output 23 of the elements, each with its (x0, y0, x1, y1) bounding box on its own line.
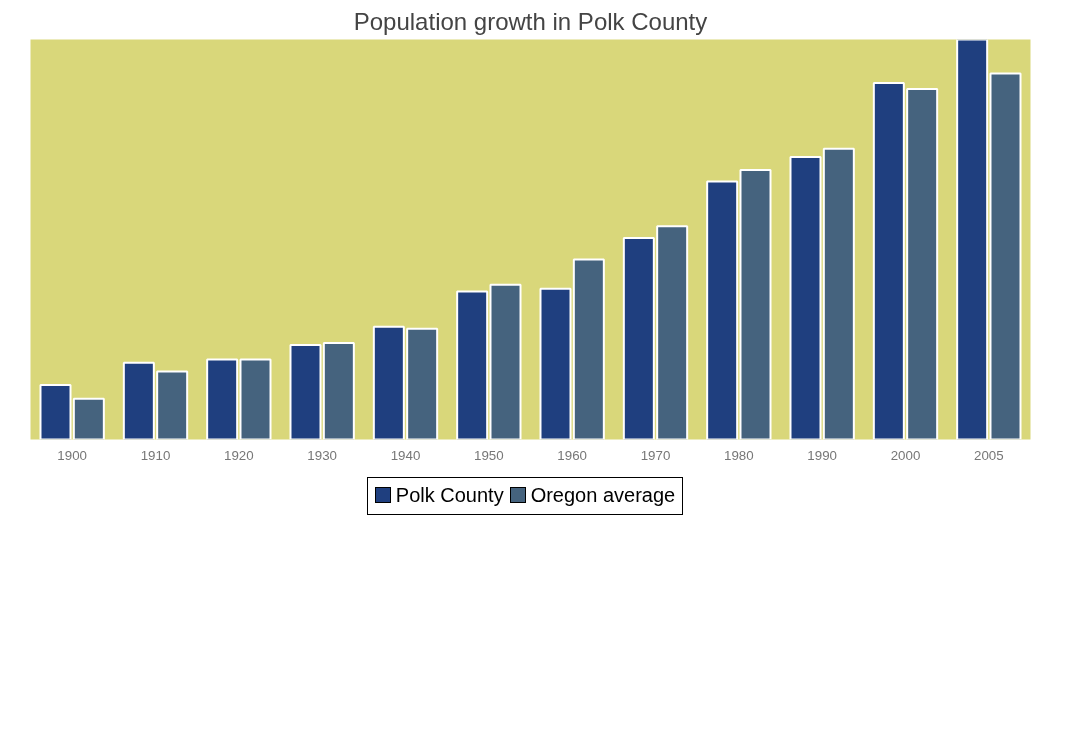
legend-label: Oregon average (530, 483, 676, 508)
x-tick-label: 1950 (474, 447, 504, 463)
legend-label: Polk County (395, 483, 504, 508)
x-tick-label: 1910 (140, 447, 171, 463)
x-tick-label: 1940 (390, 447, 421, 463)
x-tick-label: 1960 (557, 447, 587, 463)
bar (989, 72, 1022, 440)
bar (706, 180, 739, 440)
x-tick-label: 1900 (57, 447, 87, 463)
bar (956, 39, 989, 440)
bar (489, 283, 522, 440)
x-tick-label: 1970 (640, 447, 671, 463)
chart-title: Population growth in Polk County (353, 7, 708, 35)
bar (456, 290, 489, 440)
x-tick-label: 2000 (890, 447, 921, 463)
x-tick-label: 2005 (974, 447, 1004, 463)
x-tick-label: 1930 (307, 447, 337, 463)
bar (239, 358, 272, 440)
x-tick-label: 1980 (724, 447, 754, 463)
x-tick-label: 1920 (224, 447, 254, 463)
bar (206, 358, 239, 440)
bar (739, 168, 772, 440)
x-tick-label: 1990 (807, 447, 837, 463)
